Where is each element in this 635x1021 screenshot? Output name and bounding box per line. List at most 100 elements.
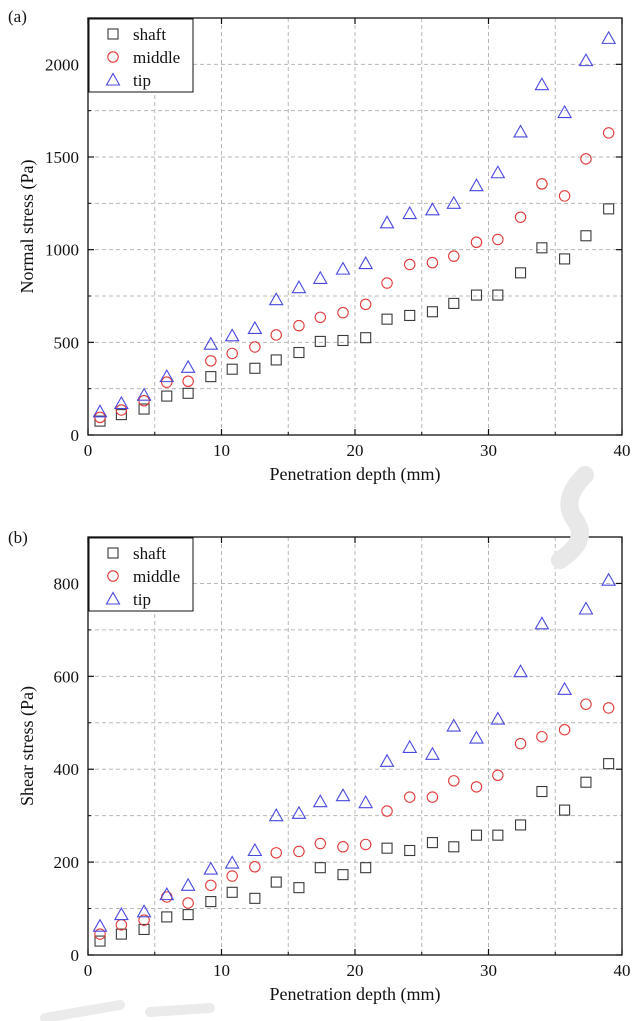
data-point-shaft (270, 354, 282, 366)
data-point-shaft (161, 390, 173, 402)
data-point-middle (359, 298, 372, 311)
data-point-tip (578, 53, 594, 67)
data-point-tip (268, 292, 284, 306)
data-point-shaft (314, 862, 326, 874)
legend-label-tip: tip (133, 590, 151, 609)
data-point-shaft (94, 415, 106, 427)
data-point-middle (381, 805, 393, 817)
data-point-shaft (470, 289, 483, 301)
data-point-tip (601, 572, 617, 586)
data-point-tip (159, 369, 175, 383)
data-point-shaft (404, 844, 416, 857)
data-point-shaft (603, 203, 615, 215)
data-point-tip (402, 739, 418, 753)
data-point-tip (601, 30, 617, 44)
x-tick-label: 20 (347, 441, 364, 460)
legend-marker-middle (107, 51, 119, 63)
data-point-middle (115, 404, 128, 416)
data-point-middle (270, 329, 282, 341)
x-tick-label: 0 (84, 961, 93, 980)
data-point-shaft (205, 896, 217, 908)
data-point-shaft (559, 253, 571, 265)
data-point-shaft (360, 862, 372, 874)
data-point-middle (403, 791, 416, 803)
legend-marker-middle (107, 570, 119, 582)
y-tick-label: 1500 (45, 148, 79, 167)
data-point-tip (159, 887, 175, 901)
x-tick-label: 40 (614, 441, 631, 460)
data-point-shaft (381, 842, 393, 854)
data-point-middle (492, 769, 504, 782)
data-point-middle (514, 737, 527, 750)
data-point-middle (536, 178, 548, 190)
data-point-middle (602, 702, 615, 714)
data-point-middle (226, 870, 238, 882)
x-tick-label: 40 (614, 961, 631, 980)
data-point-shaft (138, 403, 150, 415)
series-middle (94, 698, 615, 940)
data-point-shaft (492, 289, 504, 301)
y-tick-label: 1000 (45, 241, 79, 260)
legend-box (88, 537, 194, 612)
data-point-tip (335, 788, 351, 802)
data-point-tip (379, 753, 395, 767)
chart-panel-a: 0 10 20 30 40 0 500 1000 1500 2000 Penetration dep… (8, 7, 631, 485)
data-point-tip (490, 711, 506, 725)
data-point-tip (291, 805, 307, 819)
legend-label-middle: middle (133, 567, 180, 586)
data-point-middle (470, 781, 483, 793)
data-point-shaft (337, 334, 349, 347)
legend-box (88, 18, 194, 93)
data-point-tip (534, 77, 550, 91)
series-middle (94, 127, 615, 424)
data-point-shaft (270, 876, 282, 888)
data-point-tip (557, 681, 573, 695)
data-point-middle (249, 341, 261, 353)
data-point-shaft (205, 371, 217, 383)
y-tick-label: 0 (71, 426, 80, 445)
data-point-tip (358, 255, 374, 270)
data-point-shaft (94, 935, 106, 947)
data-point-middle (138, 394, 150, 407)
data-point-tip (224, 328, 240, 342)
data-point-shaft (249, 362, 261, 374)
data-point-shaft (559, 804, 571, 816)
data-point-tip (180, 877, 196, 891)
data-point-shaft (514, 267, 527, 279)
data-point-tip (203, 861, 219, 875)
data-point-shaft (293, 882, 305, 894)
data-point-tip (203, 336, 219, 350)
data-point-tip (113, 395, 129, 410)
data-point-tip (335, 261, 351, 275)
y-tick-label: 500 (54, 333, 80, 352)
y-tick-label: 800 (54, 574, 80, 593)
data-point-middle (293, 319, 305, 332)
data-point-middle (448, 775, 460, 787)
data-point-shaft (226, 363, 238, 375)
y-tick-label: 400 (54, 760, 80, 779)
data-point-middle (182, 375, 194, 388)
legend: shaft middle tip (88, 537, 194, 612)
data-point-shaft (115, 409, 127, 421)
data-point-middle (270, 847, 282, 859)
data-point-shaft (360, 332, 372, 344)
data-point-shaft (161, 911, 173, 923)
data-point-tip (268, 808, 284, 822)
data-point-shaft (138, 923, 150, 936)
data-point-middle (536, 730, 548, 743)
data-point-tip (379, 215, 395, 229)
legend-label-middle: middle (133, 48, 180, 67)
x-tick-label: 20 (347, 961, 364, 980)
data-point-middle (94, 411, 106, 424)
data-point-tip (180, 359, 196, 373)
y-tick-label: 200 (54, 853, 80, 872)
data-point-middle (426, 791, 439, 803)
data-point-shaft (404, 309, 416, 322)
data-point-middle (492, 233, 504, 246)
data-point-tip (424, 202, 440, 216)
y-tick-label: 2000 (45, 55, 79, 74)
data-point-middle (226, 347, 238, 360)
x-tick-label: 10 (213, 961, 230, 980)
data-point-middle (470, 236, 483, 249)
